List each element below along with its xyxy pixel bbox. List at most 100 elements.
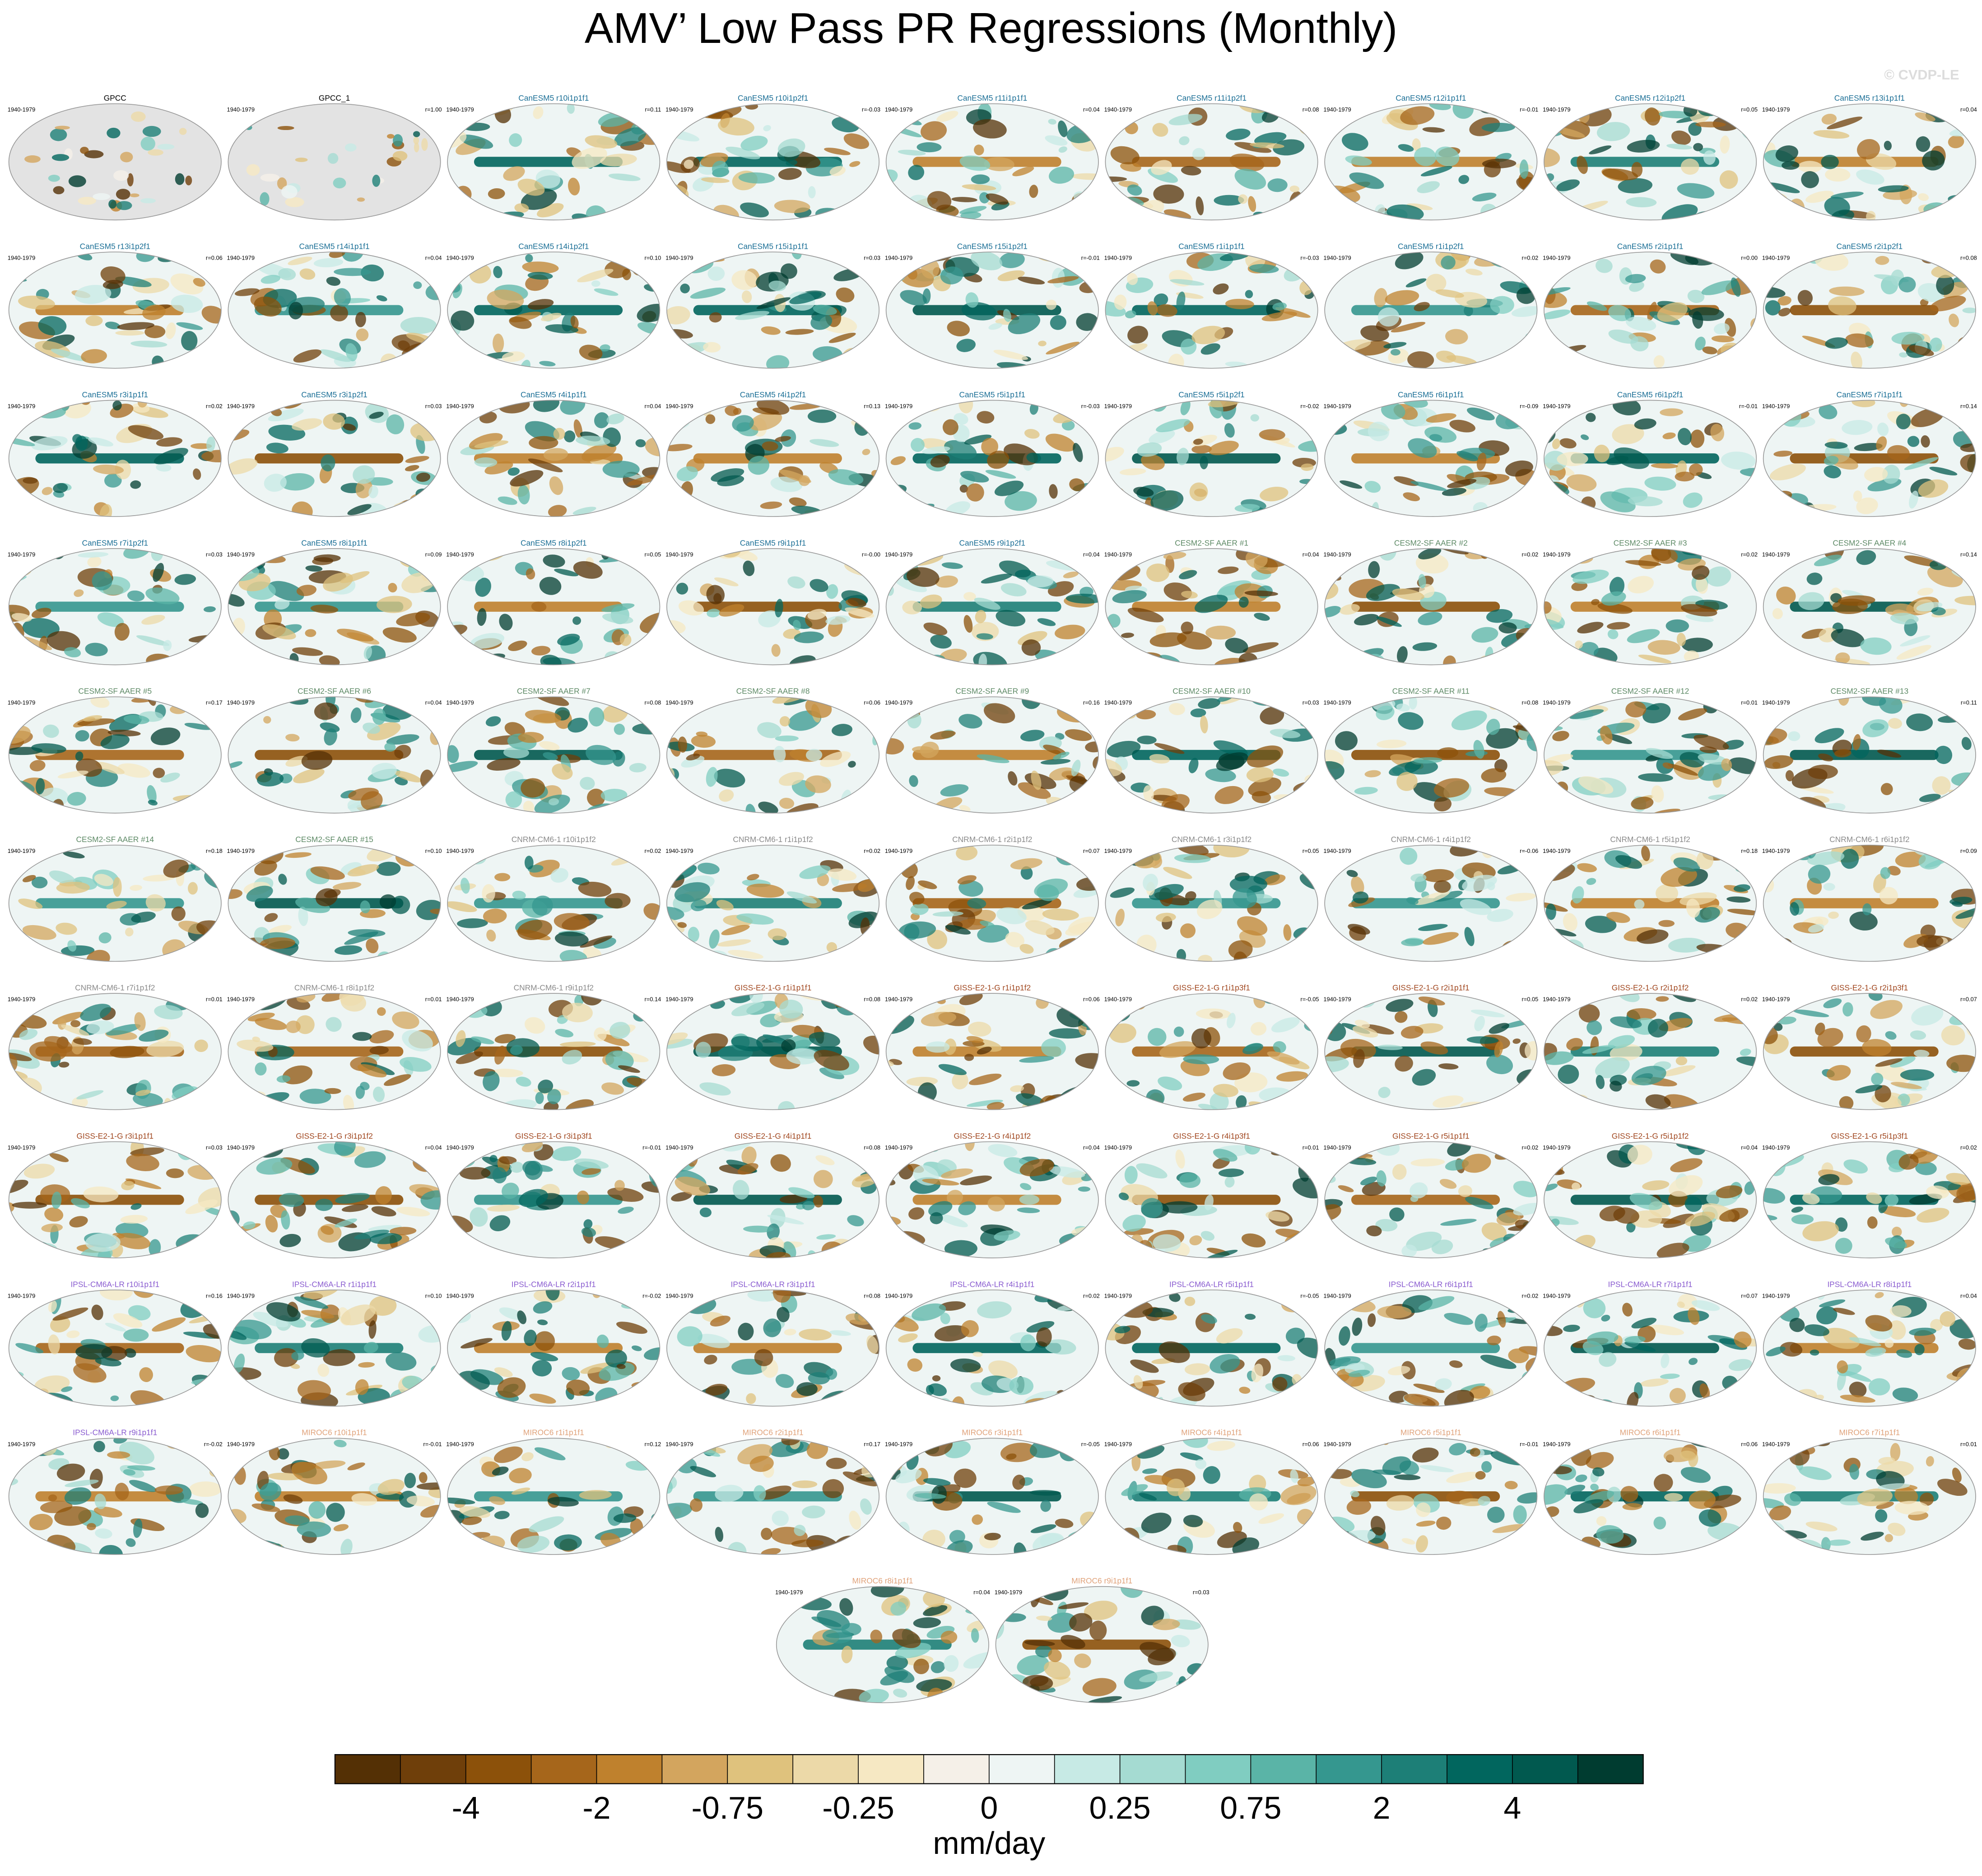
field-blob [278,874,287,885]
field-blob [1880,867,1891,879]
map-outline [1763,844,1976,962]
field-blob [1183,1054,1219,1065]
field-blob [892,1629,921,1648]
colorbar-box [989,1755,1055,1784]
field-blob [709,929,720,949]
field-blob [748,456,770,475]
field-blob [1940,103,1953,118]
field-blob [1151,160,1172,175]
field-blob [1921,435,1930,448]
field-blob [1821,113,1837,125]
field-blob [1301,1008,1318,1023]
field-blob [1173,1026,1184,1037]
panel-title: CanESM5 r3i1p2f1 [301,390,368,399]
field-blob [1519,159,1529,179]
field-blob [1626,197,1657,208]
field-blob [1325,1247,1345,1257]
field-blob [1141,1198,1163,1218]
field-blob [1644,107,1661,126]
field-blob [1391,321,1426,333]
field-blob [64,1487,92,1505]
field-blob [310,605,339,614]
field-blob [1585,916,1617,933]
panel-period: 1940-1979 [1104,847,1132,854]
map [1325,1141,1537,1258]
field-blob [1137,1380,1166,1387]
field-blob [22,875,36,882]
field-blob [1818,753,1833,762]
field-blob [1884,1194,1898,1206]
field-blob [964,1054,974,1061]
field-blob [785,329,814,335]
field-blob [596,252,610,256]
field-blob [156,463,172,472]
field-blob [1606,912,1630,923]
panel-period: 1940-1979 [1543,1441,1571,1448]
field-blob [1587,1331,1619,1345]
field-blob [778,168,802,180]
map-outline [1544,251,1757,369]
field-blob [715,1527,724,1542]
panel-title: CanESM5 r15i1p2f1 [957,242,1028,251]
field-blob [1785,770,1794,782]
field-blob [498,496,517,505]
panel-correlation: r=0.03 [425,403,442,410]
field-blob [1026,452,1042,463]
map [228,400,441,517]
panel-period: 1940-1979 [1323,1441,1351,1448]
field-blob [1763,1542,1793,1555]
field-blob [1866,1192,1882,1204]
field-blob [1599,1352,1617,1367]
field-blob [816,1234,836,1240]
panel-title: CESM2-SF AAER #4 [1833,538,1906,547]
field-blob [1205,625,1236,640]
field-blob [1376,1170,1386,1187]
field-blob [285,756,308,767]
field-blob [911,797,920,810]
field-blob [617,103,635,112]
field-blob [637,303,660,322]
field-blob [1798,161,1822,173]
field-blob [313,554,341,562]
field-blob [961,1320,979,1337]
field-blob [1422,127,1445,133]
panel-correlation: r=0.06 [864,699,880,706]
field-blob [332,882,362,890]
field-blob [644,1347,660,1360]
field-blob [1440,1219,1477,1226]
field-blob [1045,135,1068,146]
field-blob [1251,1022,1267,1036]
panel-correlation: r=0.12 [644,1441,661,1448]
field-blob [594,288,619,296]
panel-period: 1940-1979 [885,403,913,410]
panel-period: 1940-1979 [1762,996,1790,1003]
field-blob [1838,595,1875,606]
panel-period: 1940-1979 [227,254,255,261]
field-blob [1148,1028,1167,1046]
field-blob [1940,993,1954,1001]
field-blob [1370,1516,1386,1536]
field-blob [543,448,568,461]
field-blob [1122,1215,1146,1232]
map-outline [8,103,222,221]
field-blob [1046,299,1057,310]
map-outline [666,103,880,221]
field-blob [22,618,60,638]
field-blob [1608,305,1631,321]
field-blob [1000,583,1027,596]
field-blob [1669,1388,1686,1404]
field-blob [1017,1207,1040,1213]
field-blob [474,440,509,448]
field-blob [517,178,545,196]
field-blob [1689,1358,1698,1365]
field-blob [940,1313,950,1324]
field-blob [1117,1300,1153,1318]
field-blob [543,554,565,568]
field-blob [509,133,522,147]
field-blob [461,877,470,894]
field-blob [326,277,341,286]
field-blob [293,349,322,363]
